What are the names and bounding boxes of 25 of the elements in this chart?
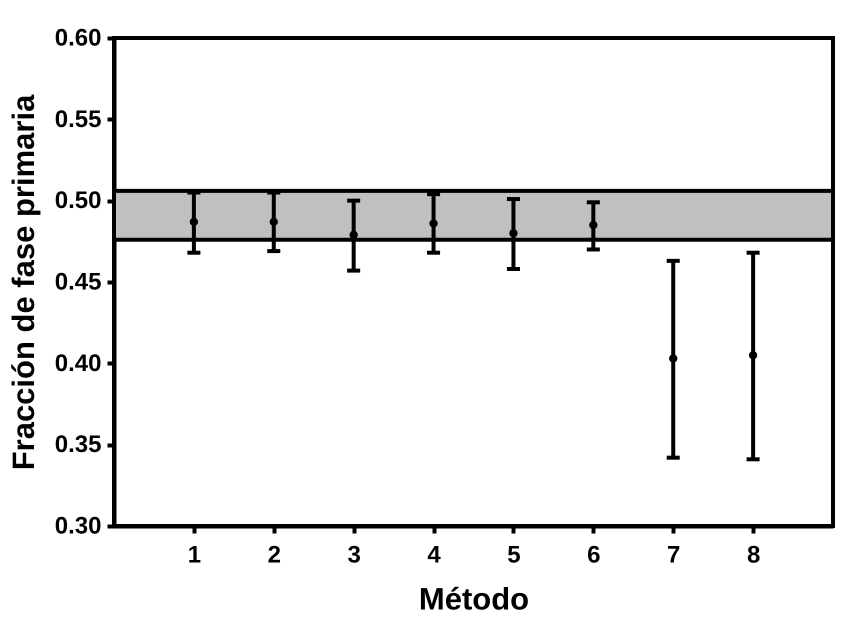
y-axis-title: Fracción de fase primaria [6, 94, 41, 470]
x-tick-label: 1 [188, 542, 202, 568]
x-tick-label: 5 [507, 542, 521, 568]
y-tick-label: 0.30 [54, 512, 102, 540]
y-tick-label: 0.60 [54, 24, 102, 52]
x-axis-title: Método [418, 582, 530, 616]
x-tick-label: 8 [746, 542, 760, 568]
x-tick-label: 3 [347, 542, 361, 568]
y-tick-label: 0.45 [54, 268, 102, 296]
point [190, 218, 198, 226]
x-tick-label: 2 [268, 542, 281, 568]
point [748, 351, 758, 360]
point [349, 230, 358, 239]
point [589, 220, 598, 230]
y-tick-label: 0.50 [54, 187, 102, 214]
x-tick-label: 4 [427, 542, 442, 568]
y-tick-label: 0.35 [54, 431, 102, 458]
point [270, 218, 278, 226]
point [669, 354, 678, 363]
y-tick-label: 0.40 [54, 350, 102, 377]
point [509, 229, 518, 238]
x-tick-label: 7 [667, 542, 680, 568]
y-tick-label: 0.55 [54, 106, 102, 133]
point [429, 219, 438, 228]
x-tick-label: 6 [587, 542, 601, 568]
